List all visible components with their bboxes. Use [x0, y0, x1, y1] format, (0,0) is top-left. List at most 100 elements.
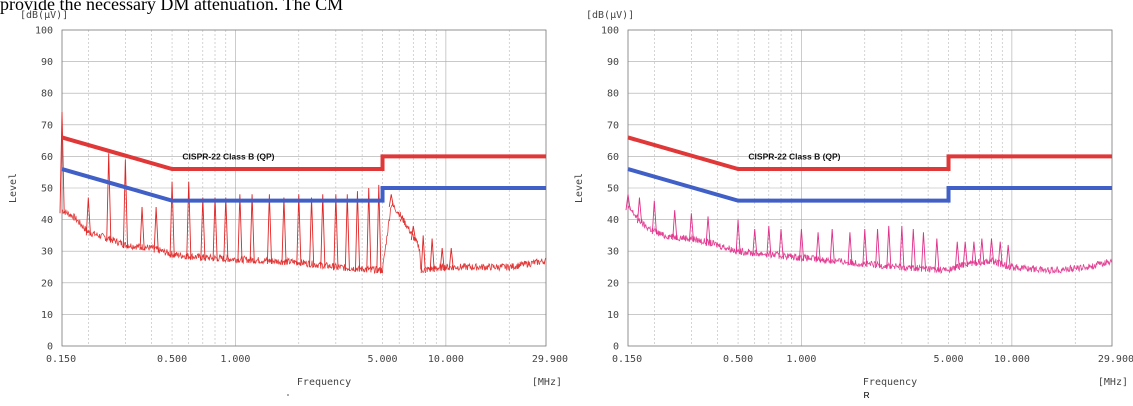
x-tick-label: 29.900: [1098, 354, 1133, 365]
measured-peak: [766, 225, 772, 258]
y-tick-label: 60: [41, 152, 53, 163]
qp-limit-line: [61, 135, 546, 172]
limit-annotation: CISPR-22 Class B (QP): [182, 152, 274, 162]
y-tick-label: 30: [41, 247, 53, 258]
y-tick-label: 0: [47, 342, 53, 353]
measured-peak: [186, 181, 192, 260]
measured-peak: [862, 229, 868, 268]
y-tick-label: 70: [607, 120, 619, 131]
x-tick-label: 0.500: [723, 354, 753, 365]
measured-peak: [388, 194, 394, 208]
measured-peak: [420, 235, 426, 274]
measured-peak: [688, 213, 695, 242]
y-axis-label: Level: [8, 173, 19, 203]
measured-peak: [962, 241, 968, 268]
measured-peak: [886, 225, 892, 270]
y-tick-label: 90: [607, 57, 619, 68]
measured-peak: [829, 229, 835, 264]
measured-peak: [752, 229, 758, 257]
y-tick-label: 50: [41, 184, 53, 195]
bottom-mark-right: ᴿ: [864, 390, 870, 404]
measured-peak: [997, 241, 1003, 267]
measured-peak: [899, 225, 905, 271]
measured-peak: [366, 187, 372, 273]
measured-peak: [354, 191, 361, 272]
y-tick-label: 40: [41, 215, 53, 226]
measured-peak: [223, 197, 229, 262]
measured-peak: [376, 184, 382, 274]
measured-peak: [59, 112, 65, 214]
emi-chart-right: 0 10 20 30 40 50 60 70 80 90 100 0.150 0.500 1.000 5.0…: [574, 10, 1133, 388]
y-tick-label: 30: [607, 247, 619, 258]
y-tick-label: 0: [613, 342, 619, 353]
measured-peak: [153, 206, 159, 253]
bottom-mark-left: ˈ: [286, 392, 290, 406]
measured-peak: [651, 200, 657, 235]
y-tick-label: 90: [41, 57, 53, 68]
x-tick-label: 0.150: [46, 354, 76, 365]
measured-peak: [625, 194, 631, 211]
measured-peak: [989, 238, 995, 264]
measured-peak: [875, 229, 881, 269]
measured-peak: [979, 238, 985, 266]
y-tick-label: 40: [607, 215, 619, 226]
measured-peak: [971, 241, 977, 266]
measured-peak: [169, 181, 175, 258]
x-tick-label: 0.150: [612, 354, 642, 365]
measured-peak: [266, 194, 273, 264]
x-axis-label: Frequency: [297, 377, 351, 388]
measured-noise-floor: [61, 202, 547, 274]
x-tick-label: 1.000: [786, 354, 816, 365]
measured-peak: [920, 232, 927, 272]
measured-peak: [439, 247, 445, 271]
measured-peak: [85, 197, 91, 236]
y-tick-label: 20: [41, 278, 53, 289]
y-axis-unit: [dB(μV)]: [586, 10, 634, 21]
y-tick-label: 100: [35, 26, 53, 37]
measured-peak: [237, 194, 243, 263]
measured-peak: [296, 194, 302, 266]
measured-peak: [106, 153, 112, 242]
limit-annotation: CISPR-22 Class B (QP): [748, 152, 840, 162]
measured-peak: [1005, 244, 1011, 270]
emi-chart-left: 0 10 20 30 40 50 60 70 80 90 100 0.150 0.500 1.000 5.0…: [8, 10, 568, 388]
x-tick-label: 0.500: [157, 354, 187, 365]
measured-peak: [778, 229, 784, 259]
measured-peak: [910, 229, 916, 271]
measured-peak: [735, 219, 741, 255]
y-tick-label: 50: [607, 184, 619, 195]
measured-peak: [815, 232, 821, 263]
measured-peak: [636, 197, 643, 224]
measured-peak: [934, 238, 940, 273]
x-tick-label: 1.000: [220, 354, 250, 365]
measured-peak: [344, 194, 350, 271]
y-tick-label: 100: [601, 26, 619, 37]
measured-peak: [139, 206, 145, 251]
measured-peak: [954, 241, 960, 271]
measured-peak: [847, 232, 853, 266]
measured-peak: [122, 159, 129, 249]
measured-peak: [399, 215, 405, 222]
measured-peak: [448, 247, 454, 271]
measured-peak: [672, 210, 678, 240]
x-tick-label: 10.000: [994, 354, 1030, 365]
x-tick-label: 10.000: [428, 354, 464, 365]
x-tick-label: 29.900: [532, 354, 568, 365]
y-tick-label: 80: [41, 89, 53, 100]
measured-peak: [705, 216, 711, 246]
measured-peak: [212, 197, 218, 262]
y-tick-label: 20: [607, 278, 619, 289]
measured-peak: [249, 194, 255, 264]
x-axis-unit: [MHz]: [1098, 377, 1128, 388]
avg-limit-line: [627, 167, 1112, 203]
y-tick-label: 70: [41, 120, 53, 131]
x-axis-label: Frequency: [863, 377, 917, 388]
measured-peak: [281, 197, 287, 265]
y-tick-label: 80: [607, 89, 619, 100]
measured-peak: [429, 238, 435, 272]
measured-peak: [320, 194, 326, 269]
qp-limit-line: [627, 135, 1112, 172]
y-axis-label: Level: [574, 173, 585, 203]
x-axis-unit: [MHz]: [532, 377, 562, 388]
y-axis-unit: [dB(μV)]: [20, 10, 68, 21]
